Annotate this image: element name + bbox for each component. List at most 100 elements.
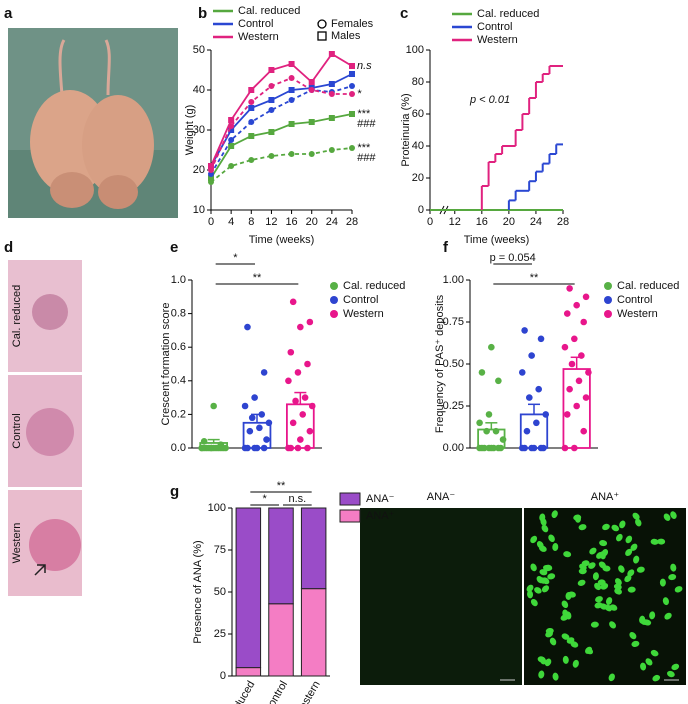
data-point <box>304 444 311 452</box>
data-point <box>306 318 314 326</box>
data-point <box>580 318 588 326</box>
cell <box>670 563 677 572</box>
x-tick-label: Cal. reduced <box>216 679 258 704</box>
marker <box>268 97 275 103</box>
significance-note: ### <box>357 152 376 164</box>
marker <box>349 71 355 77</box>
marker <box>328 147 335 153</box>
marker <box>228 127 235 133</box>
significance-label: ** <box>253 272 262 284</box>
data-point <box>566 385 573 393</box>
legend-swatch <box>339 509 361 523</box>
y-tick-label: 100 <box>208 502 226 514</box>
y-tick-label: 1.0 <box>171 274 186 286</box>
significance-label: ** <box>530 272 539 284</box>
marker <box>349 145 355 151</box>
marker <box>208 175 214 181</box>
cell <box>625 535 633 544</box>
marker <box>248 157 255 163</box>
x-tick-label: 20 <box>503 216 515 228</box>
data-point <box>483 427 490 435</box>
legend-label: ANA⁺ <box>366 510 395 522</box>
legend-label: Cal. reduced <box>238 5 300 17</box>
cell <box>640 662 647 671</box>
data-point <box>294 369 302 376</box>
cell <box>599 540 608 547</box>
cell <box>574 514 581 523</box>
data-point <box>542 411 550 418</box>
cell <box>663 513 671 521</box>
data-point <box>297 436 304 443</box>
cell <box>602 523 610 531</box>
glomerulus <box>32 294 68 330</box>
data-point <box>478 369 486 376</box>
y-tick-label: 50 <box>214 586 226 598</box>
mouse-head <box>98 175 138 209</box>
cell <box>666 670 675 678</box>
glomerulus <box>26 408 74 456</box>
data-point <box>523 427 531 435</box>
legend-label: Control <box>617 294 652 306</box>
cell <box>577 579 586 586</box>
cell <box>561 600 569 609</box>
cell <box>578 524 587 531</box>
tail <box>58 39 66 96</box>
x-tick-label: 0 <box>208 216 214 228</box>
legend-label: Control <box>238 18 273 30</box>
marker <box>268 67 275 73</box>
x-tick-label: Western <box>292 679 323 704</box>
significance-note: *** <box>357 142 371 154</box>
x-tick-label: 12 <box>449 216 461 228</box>
cell <box>547 573 556 580</box>
cell <box>539 545 547 552</box>
cell <box>645 658 653 666</box>
bar-segment <box>300 507 327 590</box>
y-tick-label: 60 <box>412 108 424 120</box>
marker <box>268 153 275 159</box>
bar-segment <box>235 507 262 669</box>
y-axis-label: Frequency of PAS⁺ deposits <box>434 294 446 433</box>
cell <box>613 583 622 590</box>
data-point <box>578 352 585 359</box>
cell <box>592 572 599 581</box>
cell <box>585 646 593 654</box>
cell <box>578 568 587 575</box>
data-point <box>537 335 545 343</box>
x-tick-label: Control <box>262 679 290 704</box>
y-tick-label: 10 <box>193 204 205 216</box>
marker <box>288 121 295 127</box>
cell <box>530 563 537 572</box>
data-point <box>492 427 500 435</box>
panel-letter: d <box>4 239 13 256</box>
series-line <box>210 113 353 179</box>
marker <box>328 91 335 97</box>
y-axis-label: Proteinuria (%) <box>400 93 412 166</box>
legend-swatch <box>330 296 338 304</box>
data-point <box>568 360 576 368</box>
cell <box>619 520 626 529</box>
legend-label: Cal. reduced <box>343 280 405 292</box>
y-axis-label: Weight (g) <box>184 105 196 156</box>
image-label: Western <box>11 523 23 564</box>
data-point <box>580 427 588 435</box>
data-point <box>582 293 590 301</box>
data-point <box>210 402 217 410</box>
cell <box>597 579 606 586</box>
cell <box>544 658 552 667</box>
cell <box>608 673 615 682</box>
data-point <box>263 436 270 443</box>
fluorescence-image <box>524 508 686 685</box>
data-point <box>198 444 206 452</box>
marker <box>248 87 255 93</box>
data-point <box>585 369 592 376</box>
data-point <box>200 437 208 445</box>
marker <box>228 117 235 123</box>
cell <box>542 565 551 572</box>
data-point <box>571 444 578 452</box>
cell <box>548 534 555 543</box>
data-point <box>490 444 497 452</box>
data-point <box>518 369 526 376</box>
data-point <box>248 414 256 422</box>
y-tick-label: 0.25 <box>443 400 464 412</box>
cell <box>572 659 579 668</box>
